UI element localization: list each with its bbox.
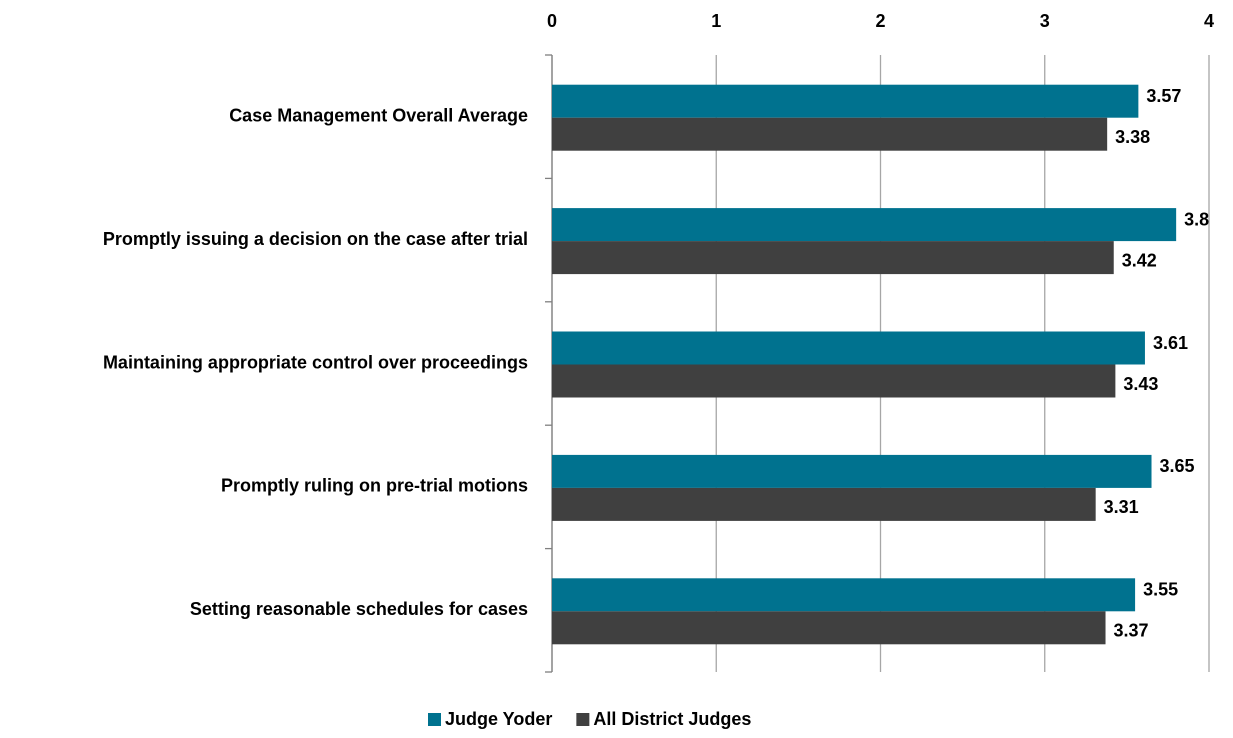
y-tick-label: Promptly issuing a decision on the case …	[103, 229, 528, 249]
legend-swatch	[428, 713, 441, 726]
bar	[552, 241, 1114, 275]
x-tick-label: 0	[547, 11, 557, 31]
data-label: 3.61	[1153, 333, 1188, 353]
data-label: 3.55	[1143, 580, 1178, 600]
bar	[552, 454, 1152, 488]
x-tick-label: 1	[711, 11, 721, 31]
legend-label: Judge Yoder	[445, 709, 552, 729]
y-tick-label: Promptly ruling on pre-trial motions	[221, 476, 528, 496]
x-tick-label: 3	[1040, 11, 1050, 31]
bar	[552, 364, 1116, 398]
legend-label: All District Judges	[593, 709, 751, 729]
bar	[552, 487, 1096, 521]
y-tick-label: Setting reasonable schedules for cases	[190, 599, 528, 619]
y-tick-label: Maintaining appropriate control over pro…	[103, 352, 528, 372]
bar	[552, 578, 1136, 612]
bar	[552, 611, 1106, 645]
bar	[552, 84, 1139, 118]
data-label: 3.8	[1184, 209, 1209, 229]
data-label: 3.31	[1104, 497, 1139, 517]
legend-swatch	[576, 713, 590, 726]
bar	[552, 331, 1145, 365]
bar	[552, 208, 1177, 242]
data-label: 3.37	[1114, 621, 1149, 641]
x-tick-label: 2	[875, 11, 885, 31]
y-tick-label: Case Management Overall Average	[229, 105, 528, 125]
data-label: 3.42	[1122, 250, 1157, 270]
data-label: 3.43	[1123, 374, 1158, 394]
data-label: 3.65	[1160, 456, 1195, 476]
data-label: 3.57	[1146, 86, 1181, 106]
bar	[552, 117, 1108, 151]
x-tick-label: 4	[1204, 11, 1214, 31]
data-label: 3.38	[1115, 127, 1150, 147]
